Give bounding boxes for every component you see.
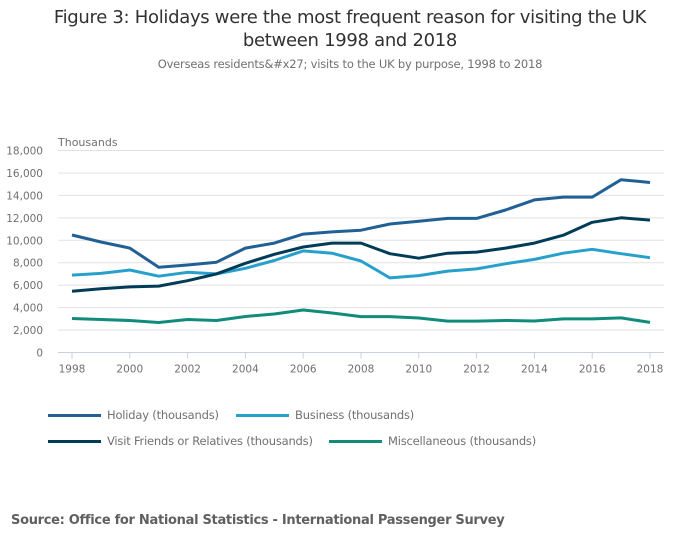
series-line-visit-friends-or-relatives[interactable] [71,216,651,293]
y-tick-label: 10,000 [6,235,43,247]
legend-label-holiday: Holiday (thousands) [107,408,219,422]
legend-label-business: Business (thousands) [295,408,415,422]
y-tick-label: 2,000 [13,325,43,337]
gridlines [58,150,664,331]
legend-swatch-vfr [48,439,101,443]
series-line-business[interactable] [71,247,651,280]
x-tick-label: 2018 [637,364,664,376]
y-tick-label: 18,000 [6,146,43,158]
chart-title-line-2: between 1998 and 2018 [242,30,458,51]
y-tick-label: 14,000 [6,190,43,202]
source-note: Source: Office for National Statistics -… [11,513,505,528]
series-line-holiday[interactable] [71,178,651,269]
x-tick-label: 2004 [232,364,259,376]
legend-label-miscellaneous: Miscellaneous (thousands) [388,434,536,448]
x-tick-label: 2010 [405,364,432,376]
y-tick-label: 4,000 [13,303,43,315]
legend-label-vfr: Visit Friends or Relatives (thousands) [107,434,313,448]
x-tick-label: 2014 [521,364,548,376]
legend-item-miscellaneous[interactable]: Miscellaneous (thousands) [329,434,536,448]
y-axis-units-label: Thousands [57,136,118,149]
x-tick-label: 2012 [463,364,490,376]
chart-title-line-1: Figure 3: Holidays were the most frequen… [53,7,647,28]
legend-swatch-miscellaneous [329,439,382,443]
legend-item-vfr[interactable]: Visit Friends or Relatives (thousands) [48,434,313,448]
y-tick-label: 0 [36,348,43,360]
x-tick-label: 1998 [59,364,86,376]
y-tick-label: 8,000 [13,258,43,270]
x-tick-label: 2008 [348,364,375,376]
y-tick-label: 6,000 [13,280,43,292]
chart-subtitle: Overseas residents&#x27; visits to the U… [157,57,543,71]
y-axis: 0 2,000 4,000 6,000 8,000 10,000 12,000 14,000 1… [6,146,43,360]
legend-item-holiday[interactable]: Holiday (thousands) [48,408,219,422]
x-tick-label: 2002 [174,364,201,376]
legend-item-business[interactable]: Business (thousands) [236,408,414,422]
legend-swatch-holiday [48,413,101,417]
series-lines [71,178,651,324]
x-axis: 1998 2000 2002 2004 2006 2008 2010 2012 2014 2016… [58,352,664,376]
x-tick-label: 2006 [290,364,317,376]
x-tick-label: 2000 [116,364,143,376]
legend-swatch-business [236,413,289,417]
y-tick-label: 12,000 [6,213,43,225]
x-tick-label: 2016 [579,364,606,376]
y-tick-label: 16,000 [6,168,43,180]
series-line-miscellaneous[interactable] [71,308,651,324]
chart-title: Figure 3: Holidays were the most frequen… [0,6,700,52]
